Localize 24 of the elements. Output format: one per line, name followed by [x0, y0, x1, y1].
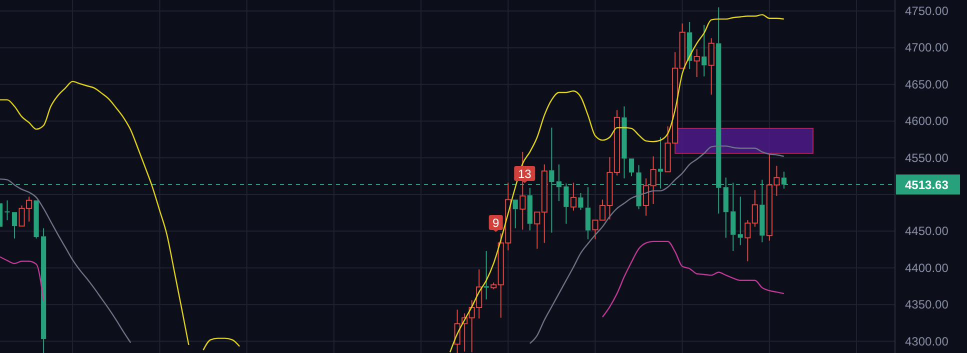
y-tick-label: 4400.00 — [905, 260, 949, 275]
candlestick — [585, 186, 590, 240]
y-tick-label: 4650.00 — [905, 77, 949, 92]
candlestick — [702, 24, 707, 77]
y-tick-label: 4700.00 — [905, 40, 949, 55]
candlestick — [4, 200, 10, 221]
y-tick-label: 4750.00 — [905, 4, 949, 18]
candlestick — [738, 196, 743, 246]
candlestick — [622, 106, 627, 179]
y-tick-label: 4450.00 — [905, 224, 949, 238]
ref-line-label: 4513.63 — [905, 178, 949, 192]
candlestick — [708, 38, 714, 96]
y-tick-label: 4600.00 — [905, 114, 949, 128]
candlestick — [694, 48, 700, 78]
candlestick — [527, 187, 532, 231]
candlestick — [578, 192, 584, 210]
candlestick — [41, 228, 46, 353]
annotation: 13 — [518, 167, 532, 181]
y-tick-label: 4300.00 — [905, 334, 949, 348]
y-tick-label: 4350.00 — [905, 298, 949, 312]
candlestick — [687, 22, 692, 70]
candlestick — [484, 250, 489, 300]
annotation: 9 — [492, 216, 500, 230]
y-tick-label: 4550.00 — [905, 150, 949, 165]
